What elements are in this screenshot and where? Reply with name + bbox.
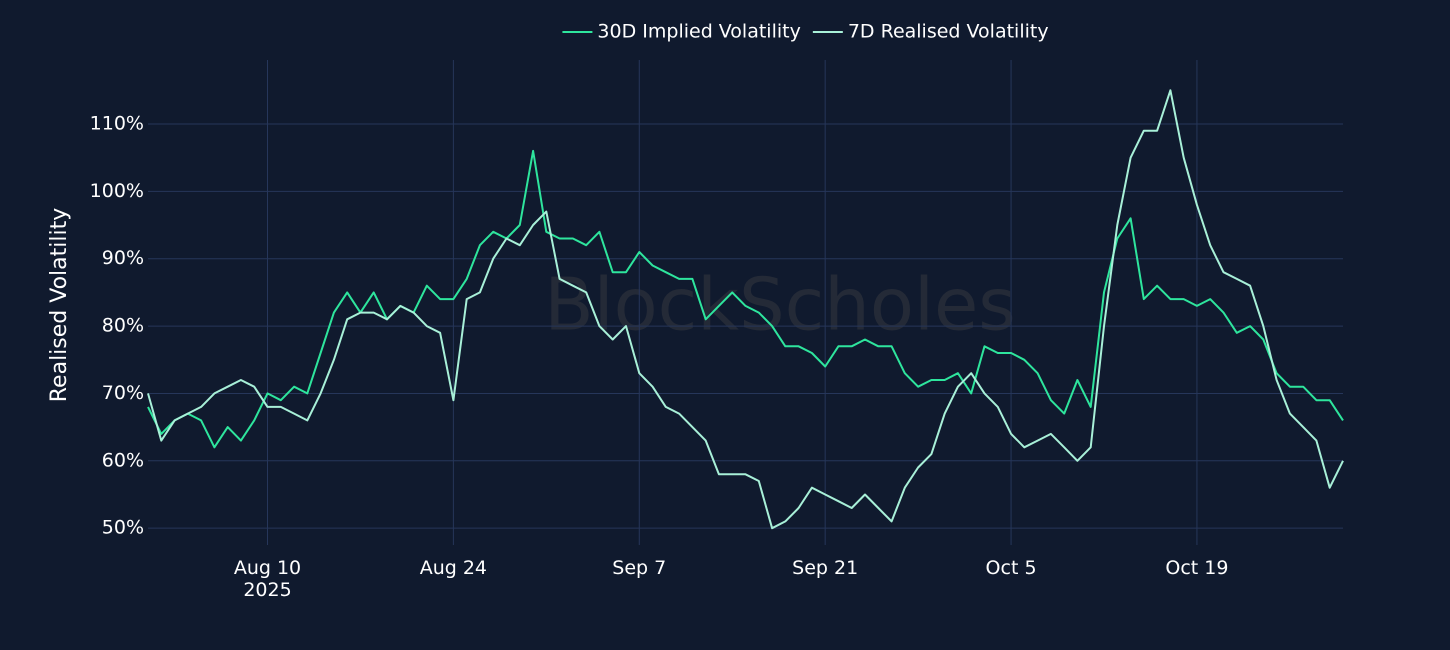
x-tick-label: Aug 24: [419, 557, 488, 579]
y-tick-label: 100%: [90, 180, 144, 202]
line-series: [147, 149, 1344, 449]
y-tick-label: 60%: [102, 449, 144, 471]
legend-label: 7D Realised Volatility: [848, 21, 1049, 43]
y-tick-label: 80%: [102, 315, 144, 337]
x-tick-label: Oct 5: [985, 557, 1037, 579]
x-tick-label: Aug 10 2025: [233, 557, 302, 601]
legend-label: 30D Implied Volatility: [597, 21, 800, 43]
y-tick-label: 70%: [102, 382, 144, 404]
y-tick-label: 50%: [102, 517, 144, 539]
y-tick-label: 110%: [90, 112, 144, 134]
line-series: [147, 89, 1344, 530]
x-tick-label: Oct 19: [1165, 557, 1229, 579]
x-tick-label: Sep 7: [612, 557, 667, 579]
y-axis-title: Realised Volatility: [47, 208, 72, 403]
watermark: BlockScholes: [544, 263, 1016, 347]
x-tick-label: Sep 21: [792, 557, 859, 579]
legend: 30D Implied Volatility 7D Realised Volati…: [562, 21, 1049, 43]
y-tick-label: 90%: [102, 247, 144, 269]
